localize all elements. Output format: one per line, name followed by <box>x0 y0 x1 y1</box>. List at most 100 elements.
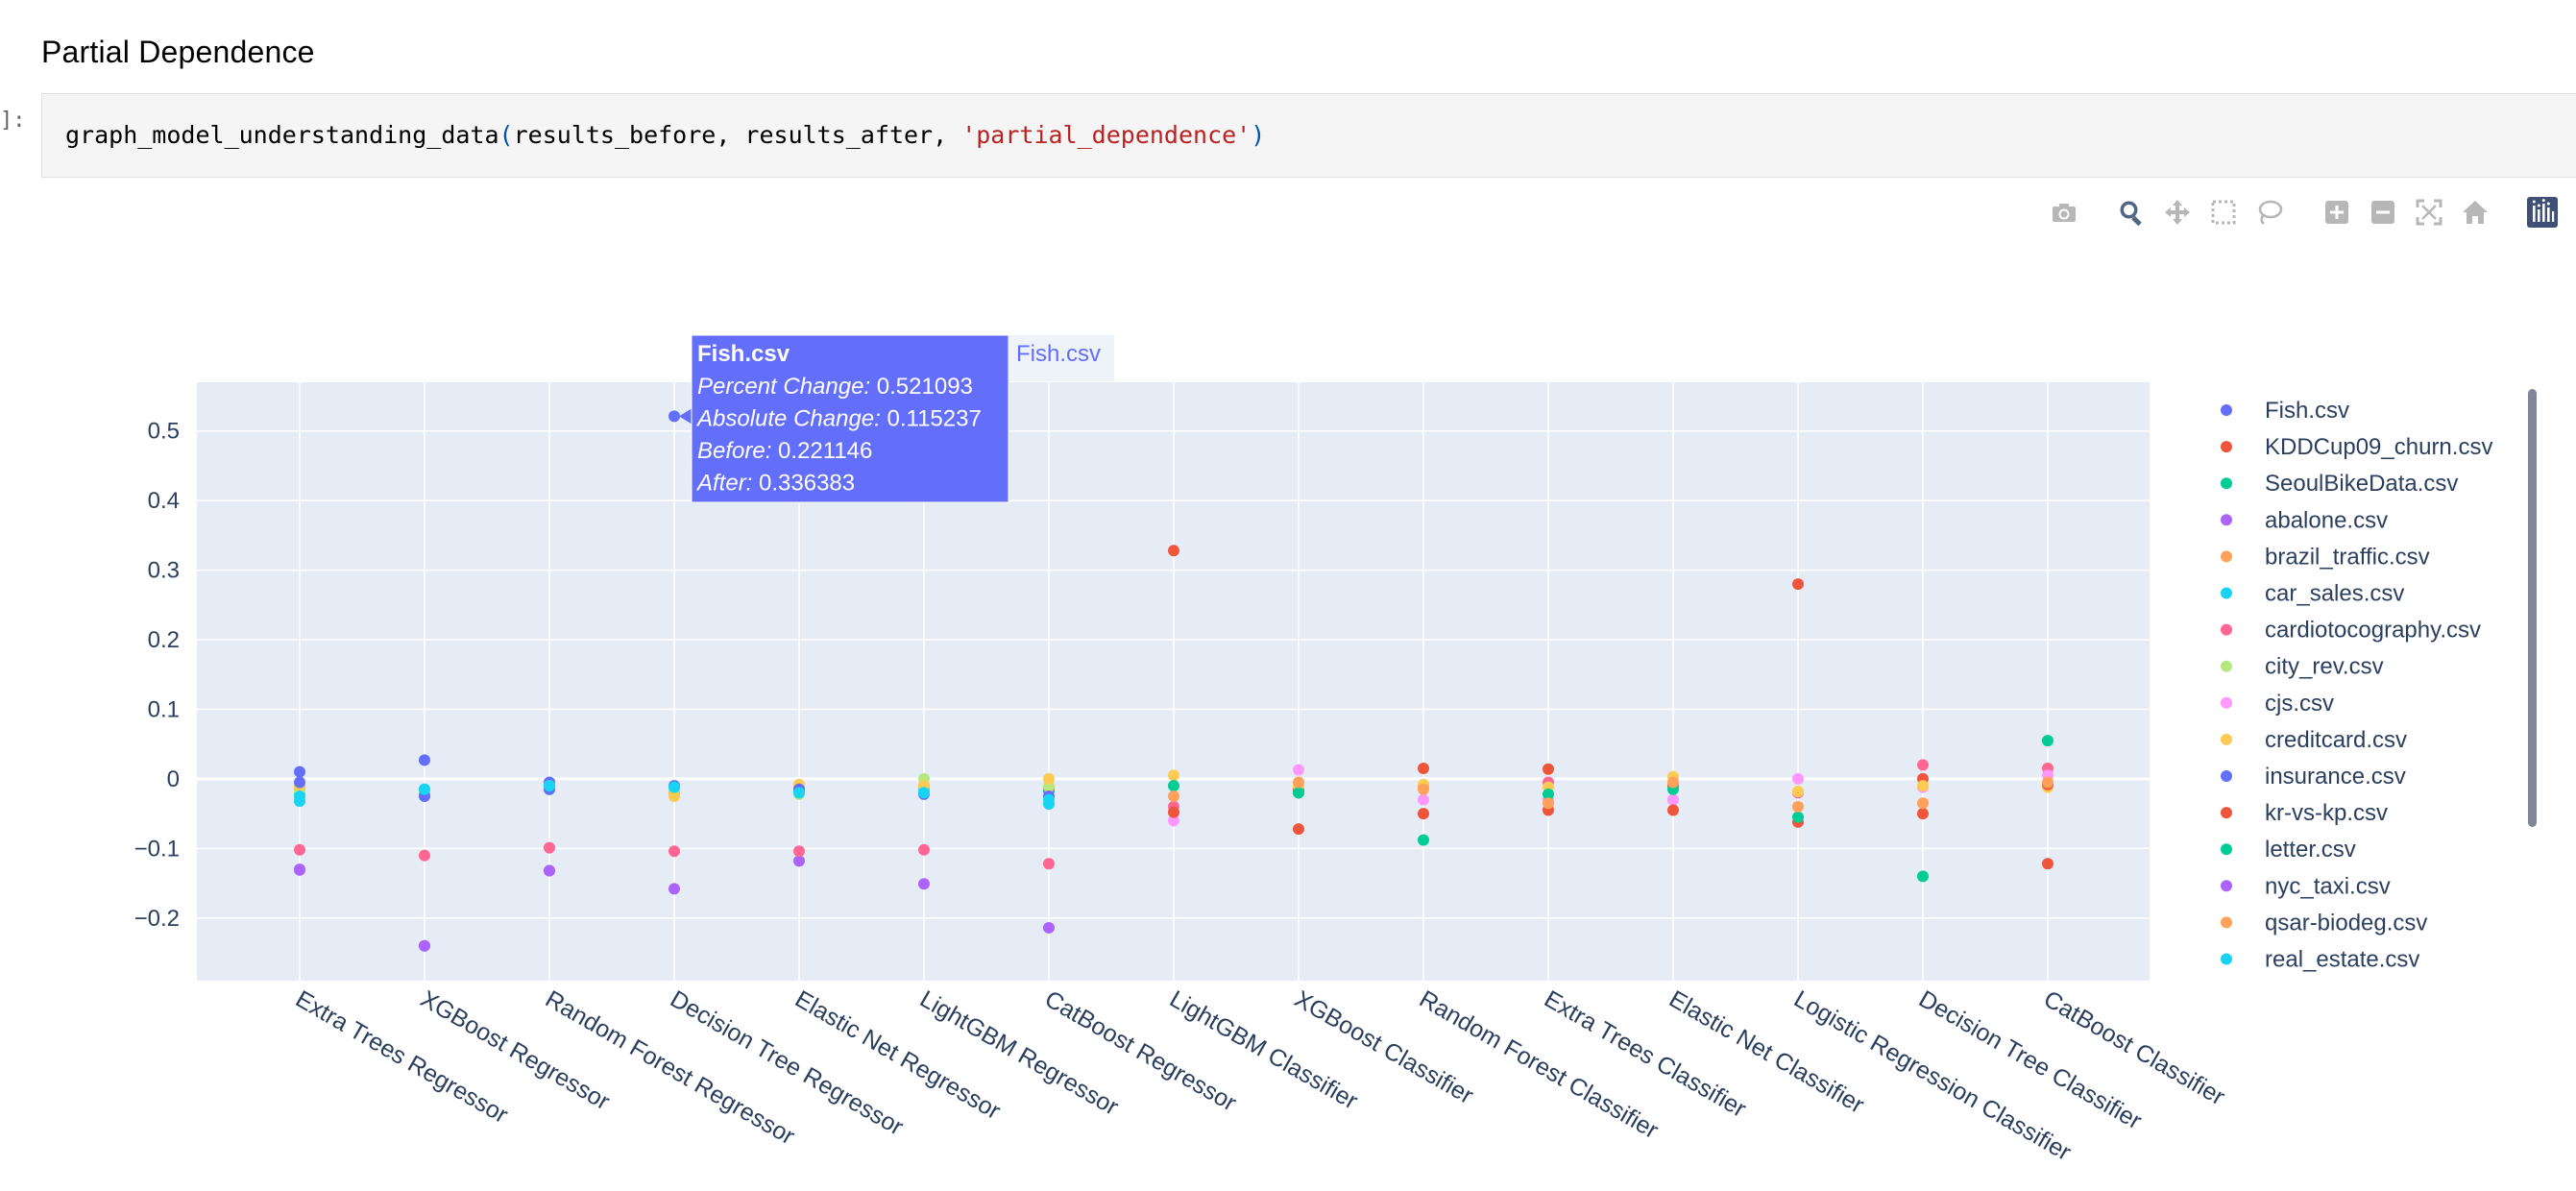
data-point[interactable] <box>1917 870 1929 883</box>
data-point[interactable] <box>1418 808 1429 820</box>
box-select-button[interactable] <box>2200 196 2247 232</box>
legend-marker <box>2221 807 2232 819</box>
data-point[interactable] <box>419 939 430 952</box>
data-point[interactable] <box>1418 763 1429 775</box>
tooltip-row-value: 0.221146 <box>771 438 872 464</box>
legend-item[interactable]: letter.csv <box>2221 837 2356 863</box>
data-point[interactable] <box>918 787 930 799</box>
data-point[interactable] <box>668 845 680 858</box>
data-point[interactable] <box>1792 772 1804 785</box>
data-point[interactable] <box>1667 804 1679 816</box>
data-point[interactable] <box>1792 785 1804 797</box>
data-point[interactable] <box>1168 806 1179 818</box>
legend-item[interactable]: brazil_traffic.csv <box>2221 544 2430 570</box>
data-point[interactable] <box>2042 776 2054 789</box>
data-points[interactable] <box>294 410 2054 952</box>
data-point[interactable] <box>419 849 430 862</box>
lasso-select-button[interactable] <box>2247 196 2293 232</box>
data-point[interactable] <box>544 841 555 854</box>
zoom-button[interactable] <box>2108 196 2154 232</box>
data-point[interactable] <box>1917 808 1929 820</box>
data-point[interactable] <box>1543 797 1554 810</box>
data-point[interactable] <box>294 790 305 803</box>
data-point[interactable] <box>1168 780 1179 792</box>
data-point[interactable] <box>1043 793 1055 806</box>
camera-button[interactable] <box>2041 196 2087 232</box>
legend-item[interactable]: cardiotocography.csv <box>2221 618 2481 644</box>
data-point[interactable] <box>1168 814 1179 827</box>
legend-item[interactable]: creditcard.csv <box>2221 727 2407 753</box>
data-point[interactable] <box>1543 788 1554 800</box>
series-nyc-taxi-csv[interactable] <box>294 863 555 952</box>
data-point[interactable] <box>1917 780 1929 792</box>
legend-item[interactable]: KDDCup09_churn.csv <box>2221 434 2492 460</box>
tooltip-name-box <box>1009 335 1114 381</box>
data-point[interactable] <box>1168 545 1179 557</box>
data-point[interactable] <box>1917 797 1929 810</box>
data-point[interactable] <box>1418 783 1429 795</box>
data-point[interactable] <box>1792 800 1804 813</box>
data-point[interactable] <box>1168 790 1179 803</box>
data-point[interactable] <box>668 410 680 423</box>
data-point[interactable] <box>793 845 805 858</box>
data-point[interactable] <box>668 781 680 793</box>
legend[interactable]: Fish.csv KDDCup09_churn.csv SeoulBikeData.… <box>2221 398 2492 973</box>
legend-item[interactable]: SeoulBikeData.csv <box>2221 471 2458 497</box>
data-point[interactable] <box>1043 772 1055 785</box>
legend-item[interactable]: abalone.csv <box>2221 507 2388 533</box>
data-point[interactable] <box>294 776 305 789</box>
data-point[interactable] <box>2042 858 2054 870</box>
data-point[interactable] <box>1792 811 1804 823</box>
code-line[interactable]: graph_model_understanding_data(results_b… <box>65 121 1265 149</box>
zoom-out-button[interactable] <box>2360 196 2406 232</box>
data-point[interactable] <box>918 878 930 890</box>
pan-button[interactable] <box>2154 196 2200 232</box>
data-point[interactable] <box>1418 793 1429 806</box>
legend-item[interactable]: kr-vs-kp.csv <box>2221 800 2388 826</box>
data-point[interactable] <box>1043 858 1055 870</box>
legend-scrollbar[interactable] <box>2528 389 2537 827</box>
legend-item[interactable]: Fish.csv <box>2221 398 2349 424</box>
series-real-estate-csv[interactable] <box>294 780 1055 806</box>
autoscale-button[interactable] <box>2406 196 2452 232</box>
code-cell[interactable]: graph_model_understanding_data(results_b… <box>41 93 2576 178</box>
data-point[interactable] <box>544 864 555 877</box>
data-point[interactable] <box>668 790 680 803</box>
zoom-in-button[interactable] <box>2314 196 2360 232</box>
legend-item[interactable]: city_rev.csv <box>2221 654 2384 680</box>
data-point[interactable] <box>1293 823 1304 836</box>
series-qsar-biodeg-csv[interactable] <box>1168 776 2054 813</box>
legend-item[interactable]: cjs.csv <box>2221 691 2334 717</box>
data-point[interactable] <box>1043 921 1055 934</box>
plotly-logo-button[interactable] <box>2519 196 2565 232</box>
data-point[interactable] <box>544 780 555 792</box>
data-point[interactable] <box>1168 769 1179 782</box>
data-point[interactable] <box>1293 776 1304 789</box>
data-point[interactable] <box>793 787 805 799</box>
legend-item[interactable]: car_sales.csv <box>2221 581 2404 607</box>
data-point[interactable] <box>419 754 430 766</box>
legend-item[interactable]: nyc_taxi.csv <box>2221 873 2391 899</box>
data-point[interactable] <box>294 863 305 876</box>
data-point[interactable] <box>1293 764 1304 776</box>
data-point[interactable] <box>1792 578 1804 591</box>
data-point[interactable] <box>668 883 680 895</box>
data-point[interactable] <box>793 855 805 867</box>
data-point[interactable] <box>1917 759 1929 771</box>
code-close-paren: ) <box>1251 121 1266 149</box>
legend-item[interactable]: real_estate.csv <box>2221 947 2419 973</box>
data-point[interactable] <box>1667 776 1679 789</box>
x-tick-label: Extra Trees Regressor <box>291 985 513 1129</box>
data-point[interactable] <box>1418 834 1429 846</box>
data-point[interactable] <box>918 843 930 856</box>
data-point[interactable] <box>294 766 305 778</box>
data-point[interactable] <box>1543 763 1554 775</box>
data-point[interactable] <box>1293 787 1304 799</box>
reset-axes-button[interactable] <box>2452 196 2498 232</box>
data-point[interactable] <box>2042 735 2054 747</box>
legend-item[interactable]: insurance.csv <box>2221 764 2406 790</box>
data-point[interactable] <box>419 783 430 795</box>
data-point[interactable] <box>1667 793 1679 806</box>
legend-item[interactable]: qsar-biodeg.csv <box>2221 910 2427 936</box>
data-point[interactable] <box>294 843 305 856</box>
